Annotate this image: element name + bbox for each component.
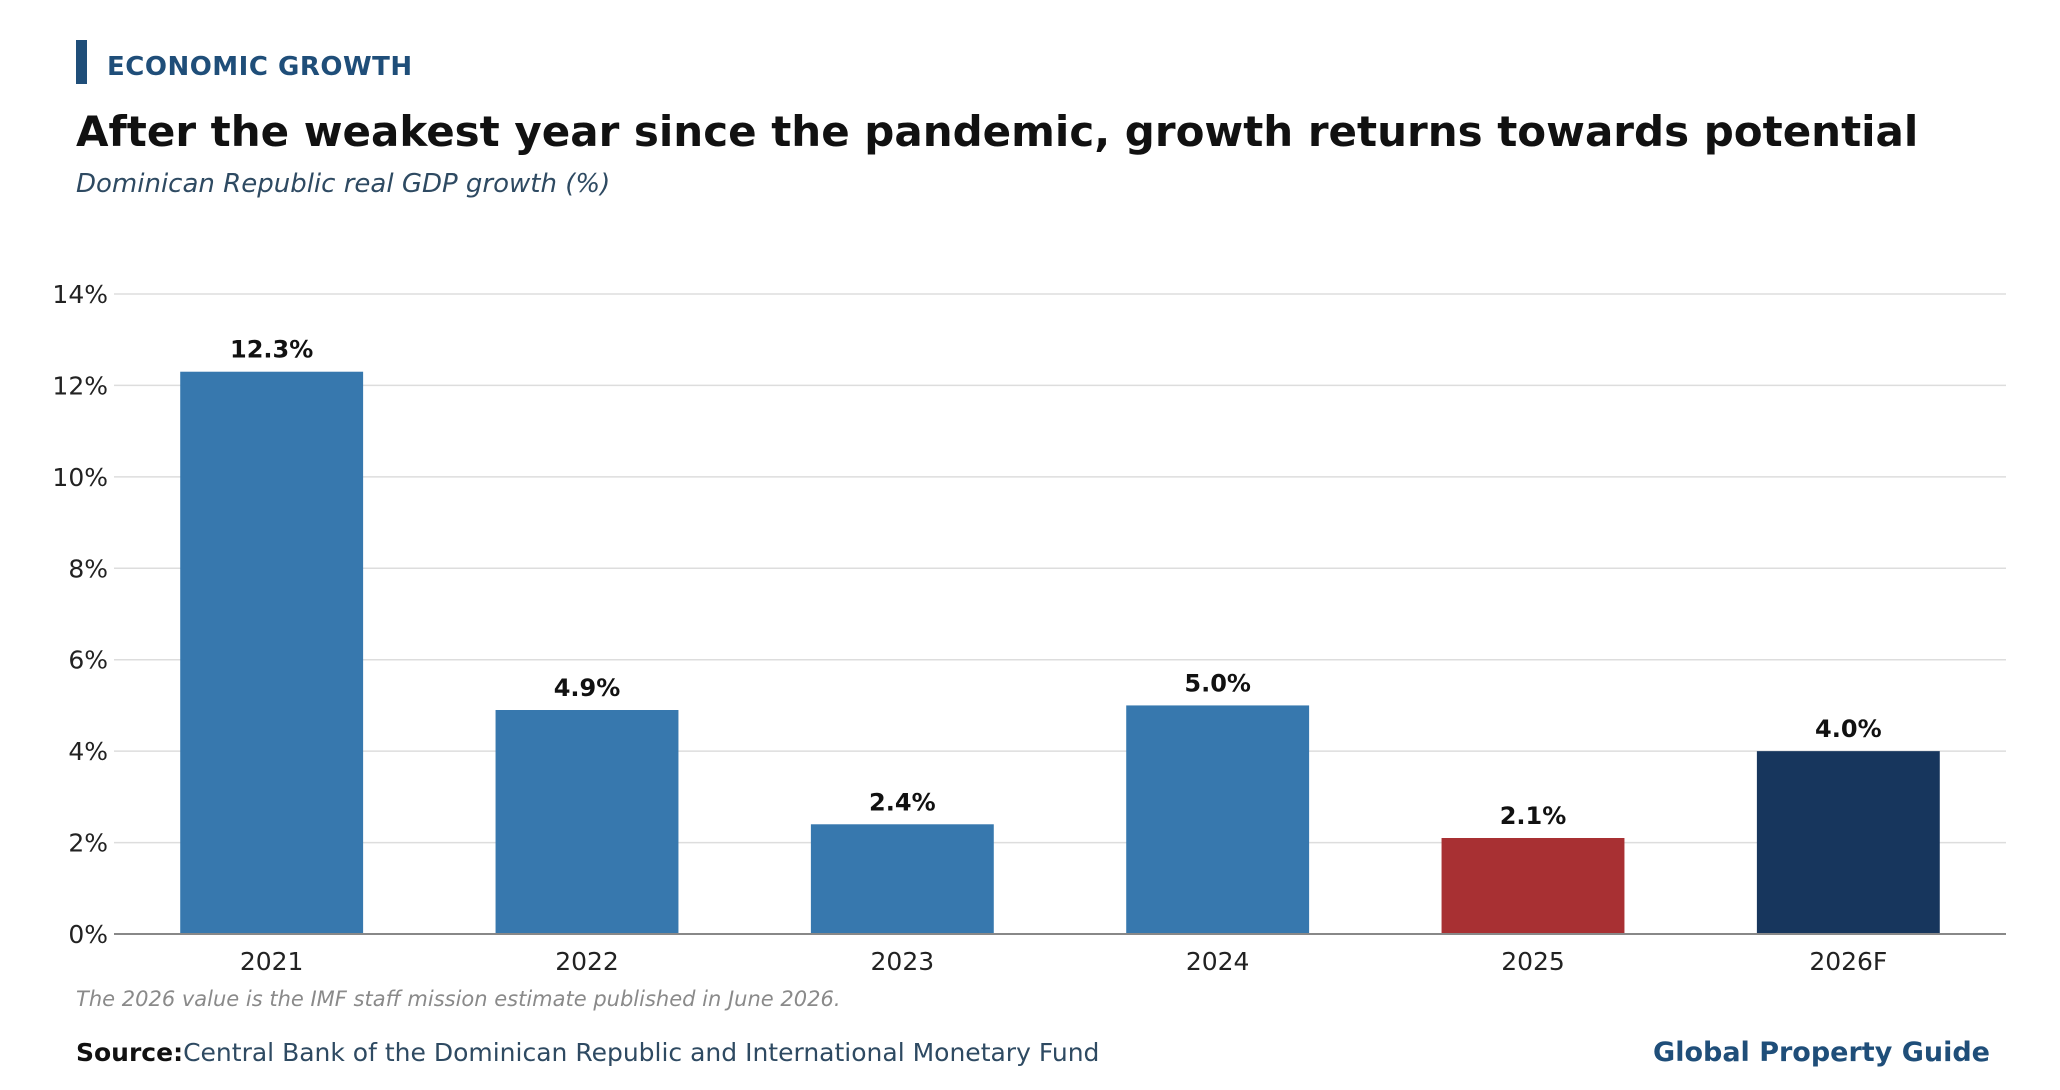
x-tick-label: 2025 (1501, 947, 1565, 976)
x-tick-label: 2023 (871, 947, 935, 976)
data-labels: 12.3% 4.9% 2.4% 5.0% 2.1% 4.0% (230, 336, 1882, 830)
bar (495, 710, 679, 934)
y-tick-label: 0% (68, 920, 108, 949)
x-tick-label: 2024 (1186, 947, 1250, 976)
kicker-label: ECONOMIC GROWTH (107, 52, 413, 82)
axes: 0% 2% 4% 6% 8% 10% 12% 14% 2021 2022 2023 2024 2025 2… (52, 280, 2006, 976)
kicker-accent-bar (76, 40, 87, 84)
bar (1126, 705, 1310, 934)
brand-logo-text: Global Property Guide (1653, 1037, 1990, 1068)
bar-data-label: 4.0% (1815, 715, 1882, 743)
x-tick-label: 2021 (240, 947, 304, 976)
bar (1756, 751, 1940, 934)
x-tick-label: 2026F (1809, 947, 1887, 976)
bar-data-label: 12.3% (230, 336, 313, 364)
bar (1441, 838, 1625, 934)
y-tick-label: 14% (52, 280, 108, 309)
source-label: Source: (76, 1038, 184, 1067)
y-tick-label: 4% (68, 737, 108, 766)
y-tick-label: 8% (68, 554, 108, 583)
bar-data-label: 4.9% (554, 674, 621, 702)
x-tick-label: 2022 (555, 947, 619, 976)
bars (180, 371, 1940, 934)
bar-data-label: 2.1% (1500, 802, 1567, 830)
gridlines (114, 293, 2006, 844)
bar (180, 371, 364, 934)
bar-data-label: 2.4% (869, 788, 936, 816)
chart-title: After the weakest year since the pandemi… (76, 107, 1919, 156)
y-tick-label: 2% (68, 829, 108, 858)
source-text: Central Bank of the Dominican Republic a… (183, 1038, 1100, 1067)
bar (810, 824, 994, 934)
bar-chart: 12.3% 4.9% 2.4% 5.0% 2.1% 4.0% 0% 2% 4% 6% 8% 10% 1… (52, 280, 2006, 976)
chart-subtitle: Dominican Republic real GDP growth (%) (76, 169, 611, 199)
y-tick-label: 6% (68, 646, 108, 675)
footnote: The 2026 value is the IMF staff mission … (76, 987, 841, 1011)
y-tick-label: 10% (52, 463, 108, 492)
source-line: Source:Central Bank of the Dominican Rep… (76, 1038, 1099, 1068)
bar-data-label: 5.0% (1184, 669, 1251, 697)
y-tick-label: 12% (52, 371, 108, 400)
